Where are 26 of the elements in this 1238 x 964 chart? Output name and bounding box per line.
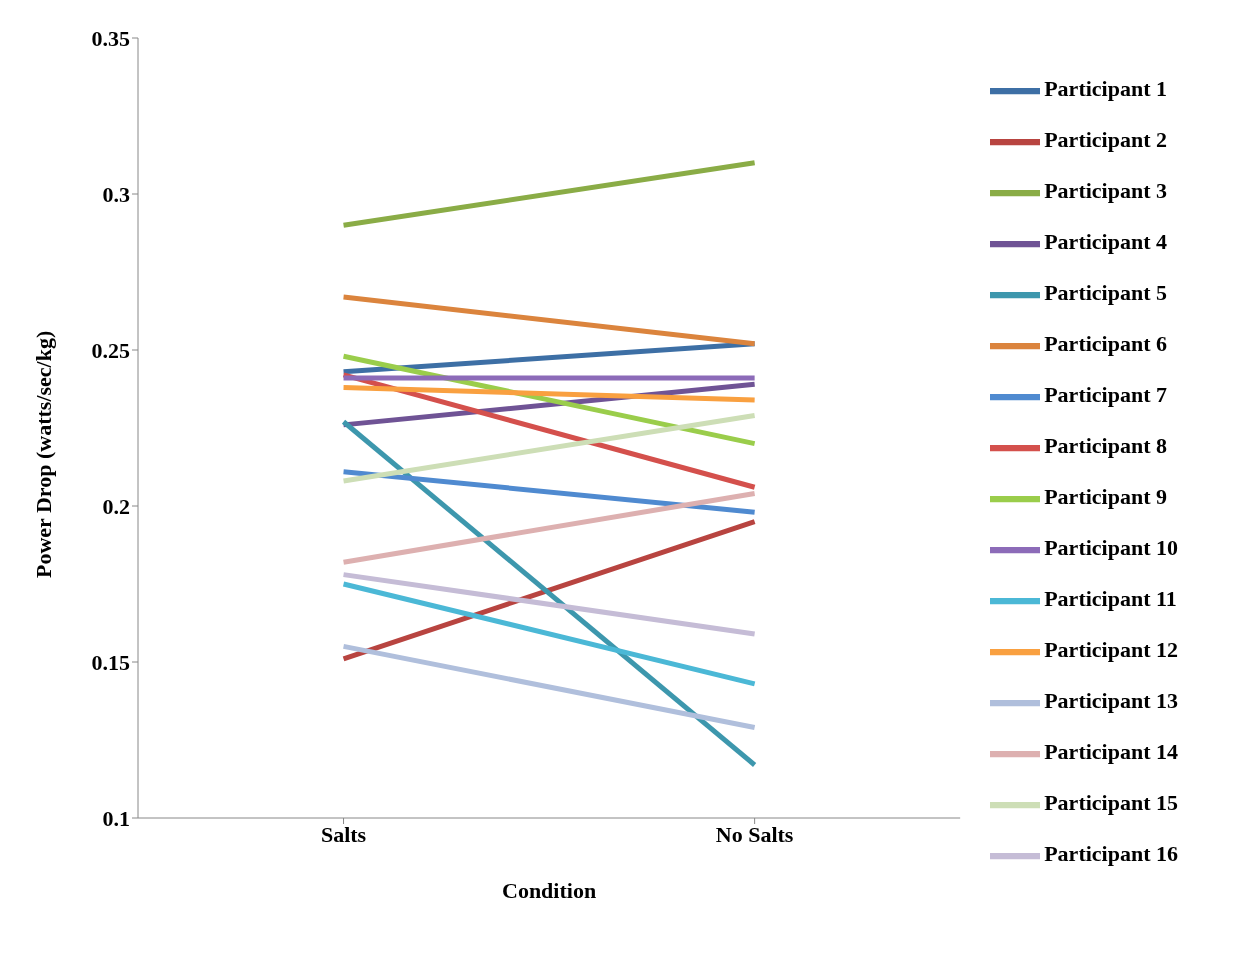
legend-label: Participant 2 [1044, 127, 1167, 153]
x-tick-label: No Salts [715, 821, 794, 847]
legend-label: Participant 15 [1044, 789, 1178, 815]
y-tick-label: 0.2 [102, 493, 130, 519]
legend-label: Participant 3 [1044, 178, 1167, 204]
legend-label: Participant 1 [1044, 76, 1167, 102]
legend-label: Participant 5 [1044, 280, 1167, 306]
legend-label: Participant 6 [1044, 331, 1167, 357]
legend-label: Participant 8 [1044, 433, 1167, 459]
legend-label: Participant 14 [1044, 738, 1178, 764]
x-tick-label: Salts [320, 821, 367, 847]
legend-label: Participant 10 [1044, 534, 1178, 560]
y-tick-label: 0.35 [91, 25, 130, 51]
legend-label: Participant 9 [1044, 484, 1167, 509]
legend-label: Participant 7 [1044, 382, 1167, 408]
y-tick-label: 0.15 [91, 649, 130, 675]
y-axis-title: Power Drop (watts/sec/kg) [30, 330, 56, 578]
y-tick-label: 0.25 [91, 337, 130, 363]
legend-label: Participant 16 [1044, 840, 1178, 866]
y-tick-label: 0.3 [102, 181, 130, 207]
legend-label: Participant 12 [1044, 636, 1178, 662]
legend-label: Participant 11 [1044, 585, 1177, 611]
legend-label: Participant 4 [1044, 229, 1167, 255]
x-axis-title: Condition [502, 878, 597, 903]
legend-label: Participant 13 [1044, 687, 1178, 713]
y-tick-label: 0.1 [102, 805, 130, 831]
